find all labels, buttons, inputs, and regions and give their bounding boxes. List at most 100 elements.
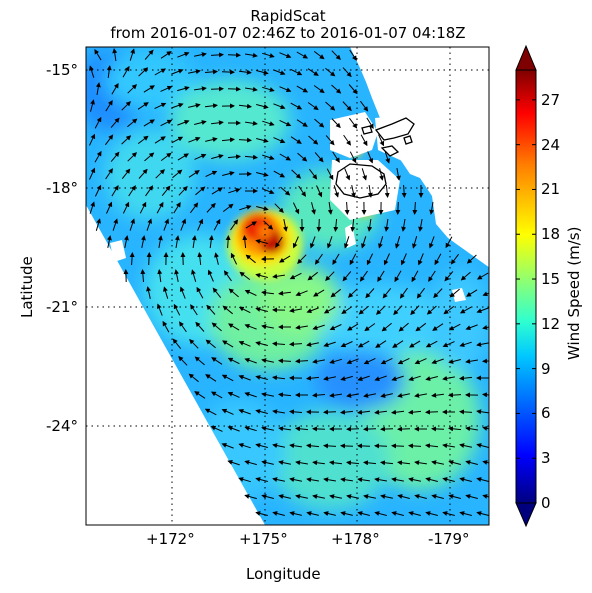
- wind-arrow: [364, 323, 376, 332]
- lat-tick-label: -18°: [46, 179, 78, 197]
- wind-arrow: [316, 185, 323, 198]
- wind-arrow: [340, 477, 353, 483]
- y-axis-label: Latitude: [18, 256, 36, 318]
- wind-arrow: [145, 185, 154, 197]
- wind-arrow: [204, 103, 218, 109]
- wind-arrow: [255, 443, 268, 448]
- wind-arrow: [244, 357, 257, 364]
- wind-arrow: [172, 338, 182, 350]
- wind-arrow: [391, 409, 405, 415]
- wind-arrow: [392, 340, 404, 348]
- wind-arrow: [279, 255, 291, 263]
- wind-arrow: [448, 426, 462, 432]
- wind-arrow: [395, 168, 401, 181]
- wind-arrow: [255, 409, 268, 414]
- wind-arrow: [105, 134, 114, 146]
- wind-arrow: [482, 324, 489, 330]
- wind-arrow: [110, 117, 120, 128]
- wind-arrow: [465, 494, 478, 499]
- wind-arrow: [238, 137, 252, 143]
- wind-arrow: [122, 65, 130, 78]
- wind-arrow: [363, 426, 377, 432]
- wind-arrow: [374, 409, 387, 415]
- colorbar-tick-label: 24: [541, 135, 561, 154]
- wind-arrow: [343, 134, 351, 146]
- wind-arrow: [146, 252, 152, 266]
- wind-arrow: [191, 269, 197, 282]
- wind-arrow: [306, 375, 320, 381]
- wind-arrow: [222, 340, 234, 348]
- wind-arrow: [442, 477, 455, 482]
- wind-arrow: [272, 375, 286, 381]
- wind-arrow: [177, 51, 190, 58]
- wind-arrow: [255, 511, 268, 516]
- wind-arrow: [306, 511, 319, 516]
- wind-arrow: [411, 270, 419, 283]
- wind-arrow: [459, 477, 472, 482]
- wind-arrow: [256, 70, 269, 75]
- wind-arrow: [244, 391, 257, 398]
- wind-arrow: [105, 100, 113, 112]
- wind-arrow: [272, 409, 285, 415]
- wind-arrow: [395, 201, 401, 215]
- colorbar-min-extend: [515, 502, 537, 528]
- wind-arrow: [279, 52, 292, 59]
- wind-arrow: [312, 460, 325, 466]
- colorbar-tick-label: 3: [541, 449, 551, 468]
- wind-arrow: [94, 150, 102, 163]
- wind-arrow: [380, 494, 394, 500]
- wind-arrow: [398, 322, 409, 332]
- wind-arrow: [307, 68, 319, 76]
- wind-vectors: [89, 48, 489, 516]
- wind-arrow: [360, 134, 368, 147]
- wind-arrow: [227, 391, 240, 398]
- wind-arrow: [296, 85, 309, 93]
- wind-arrow: [482, 426, 489, 431]
- wind-arrow: [331, 50, 341, 61]
- wind-arrow: [297, 152, 308, 162]
- wind-arrow: [222, 203, 234, 213]
- wind-arrow: [128, 185, 136, 197]
- wind-arrow: [197, 252, 203, 266]
- wind-arrow: [278, 460, 291, 466]
- wind-arrow: [261, 290, 274, 296]
- wind-arrow: [414, 358, 427, 365]
- wind-arrow: [425, 376, 438, 381]
- wind-arrow: [228, 188, 241, 194]
- wind-arrow: [163, 286, 169, 299]
- wind-arrow: [194, 120, 207, 125]
- wind-arrow: [394, 270, 402, 283]
- wind-arrow: [306, 443, 320, 449]
- wind-arrow: [431, 358, 444, 365]
- wind-arrow: [137, 135, 149, 145]
- wind-arrow: [329, 392, 342, 398]
- wind-arrow: [325, 67, 336, 77]
- wind-arrow: [279, 86, 292, 93]
- wind-arrow: [357, 511, 370, 516]
- wind-arrow: [482, 291, 489, 297]
- wind-arrow: [359, 270, 368, 282]
- wind-arrow: [367, 151, 374, 164]
- wind-arrow: [297, 254, 307, 265]
- wind-arrow: [342, 67, 352, 78]
- wind-arrow: [188, 69, 201, 75]
- wind-arrow: [414, 392, 427, 398]
- wind-arrow: [374, 477, 387, 483]
- wind-arrow: [482, 392, 489, 398]
- wind-arrow: [127, 118, 138, 128]
- wind-arrow: [196, 286, 204, 299]
- colorbar-tick-label: 18: [541, 225, 561, 244]
- wind-arrow: [408, 443, 422, 449]
- wind-arrow: [410, 305, 420, 316]
- wind-arrow: [156, 303, 163, 316]
- wind-arrow: [482, 460, 489, 465]
- wind-arrow: [173, 202, 181, 214]
- wind-arrow: [476, 307, 489, 314]
- wind-arrow: [384, 151, 391, 164]
- wind-arrow: [289, 341, 303, 347]
- wind-arrow: [205, 170, 218, 178]
- wind-arrow: [332, 151, 340, 163]
- wind-arrow: [342, 271, 352, 282]
- wind-arrow: [295, 358, 309, 364]
